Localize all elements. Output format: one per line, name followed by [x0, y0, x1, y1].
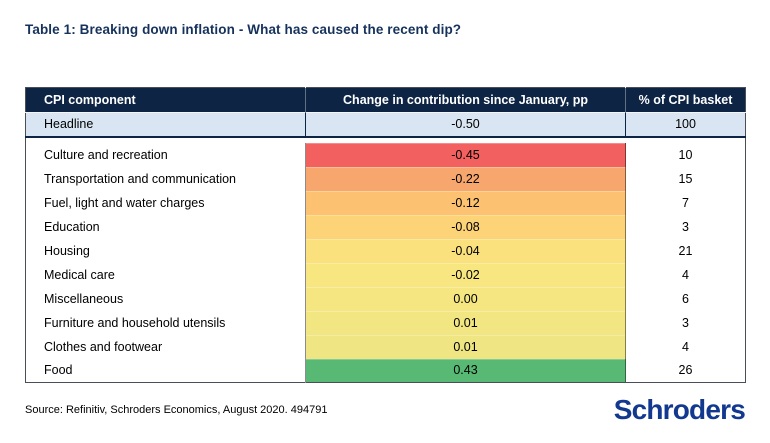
spacer-row	[25, 136, 746, 143]
table-row: Fuel, light and water charges -0.12 7	[25, 190, 746, 215]
basket-cell: 3	[625, 310, 746, 335]
cpi-component-cell: Headline	[25, 112, 306, 138]
change-cell: 0.00	[305, 286, 626, 311]
change-cell: -0.08	[305, 214, 626, 239]
basket-cell: 3	[625, 214, 746, 239]
basket-cell: 4	[625, 334, 746, 359]
cpi-component-cell: Education	[25, 214, 306, 239]
basket-cell: 21	[625, 238, 746, 263]
change-cell: -0.02	[305, 262, 626, 287]
table-row: Education -0.08 3	[25, 214, 746, 239]
cpi-table: CPI component Change in contribution sin…	[25, 87, 746, 383]
cpi-component-cell: Medical care	[25, 262, 306, 287]
table-row: Furniture and household utensils 0.01 3	[25, 310, 746, 335]
cpi-component-cell: Food	[25, 358, 306, 383]
column-header-basket: % of CPI basket	[625, 87, 746, 113]
cpi-component-cell: Miscellaneous	[25, 286, 306, 311]
table-row: Clothes and footwear 0.01 4	[25, 334, 746, 359]
change-cell: 0.01	[305, 310, 626, 335]
cpi-component-cell: Fuel, light and water charges	[25, 190, 306, 215]
basket-cell: 4	[625, 262, 746, 287]
basket-cell: 7	[625, 190, 746, 215]
basket-cell: 15	[625, 166, 746, 191]
table-row: Housing -0.04 21	[25, 238, 746, 263]
basket-cell: 100	[625, 112, 746, 138]
headline-row: Headline -0.50 100	[25, 112, 746, 138]
table-row: Medical care -0.02 4	[25, 262, 746, 287]
change-cell: -0.22	[305, 166, 626, 191]
table-row: Transportation and communication -0.22 1…	[25, 166, 746, 191]
column-header-change: Change in contribution since January, pp	[305, 87, 626, 113]
cpi-component-cell: Housing	[25, 238, 306, 263]
table-row: Food 0.43 26	[25, 358, 746, 383]
table-row: Miscellaneous 0.00 6	[25, 286, 746, 311]
change-cell: 0.43	[305, 358, 626, 383]
table-row: Culture and recreation -0.45 10	[25, 142, 746, 167]
cpi-component-cell: Clothes and footwear	[25, 334, 306, 359]
cpi-table-container: CPI component Change in contribution sin…	[25, 87, 746, 383]
cpi-component-cell: Transportation and communication	[25, 166, 306, 191]
source-note: Source: Refinitiv, Schroders Economics, …	[25, 404, 328, 416]
change-cell: 0.01	[305, 334, 626, 359]
basket-cell: 26	[625, 358, 746, 383]
basket-cell: 6	[625, 286, 746, 311]
cpi-component-cell: Furniture and household utensils	[25, 310, 306, 335]
table-title: Table 1: Breaking down inflation - What …	[25, 22, 462, 37]
change-cell: -0.12	[305, 190, 626, 215]
change-cell: -0.04	[305, 238, 626, 263]
basket-cell: 10	[625, 142, 746, 167]
change-cell: -0.45	[305, 142, 626, 167]
column-header-component: CPI component	[25, 87, 306, 113]
header-row: CPI component Change in contribution sin…	[25, 87, 746, 113]
change-cell: -0.50	[305, 112, 626, 138]
cpi-component-cell: Culture and recreation	[25, 142, 306, 167]
schroders-logo: Schroders	[613, 394, 746, 425]
